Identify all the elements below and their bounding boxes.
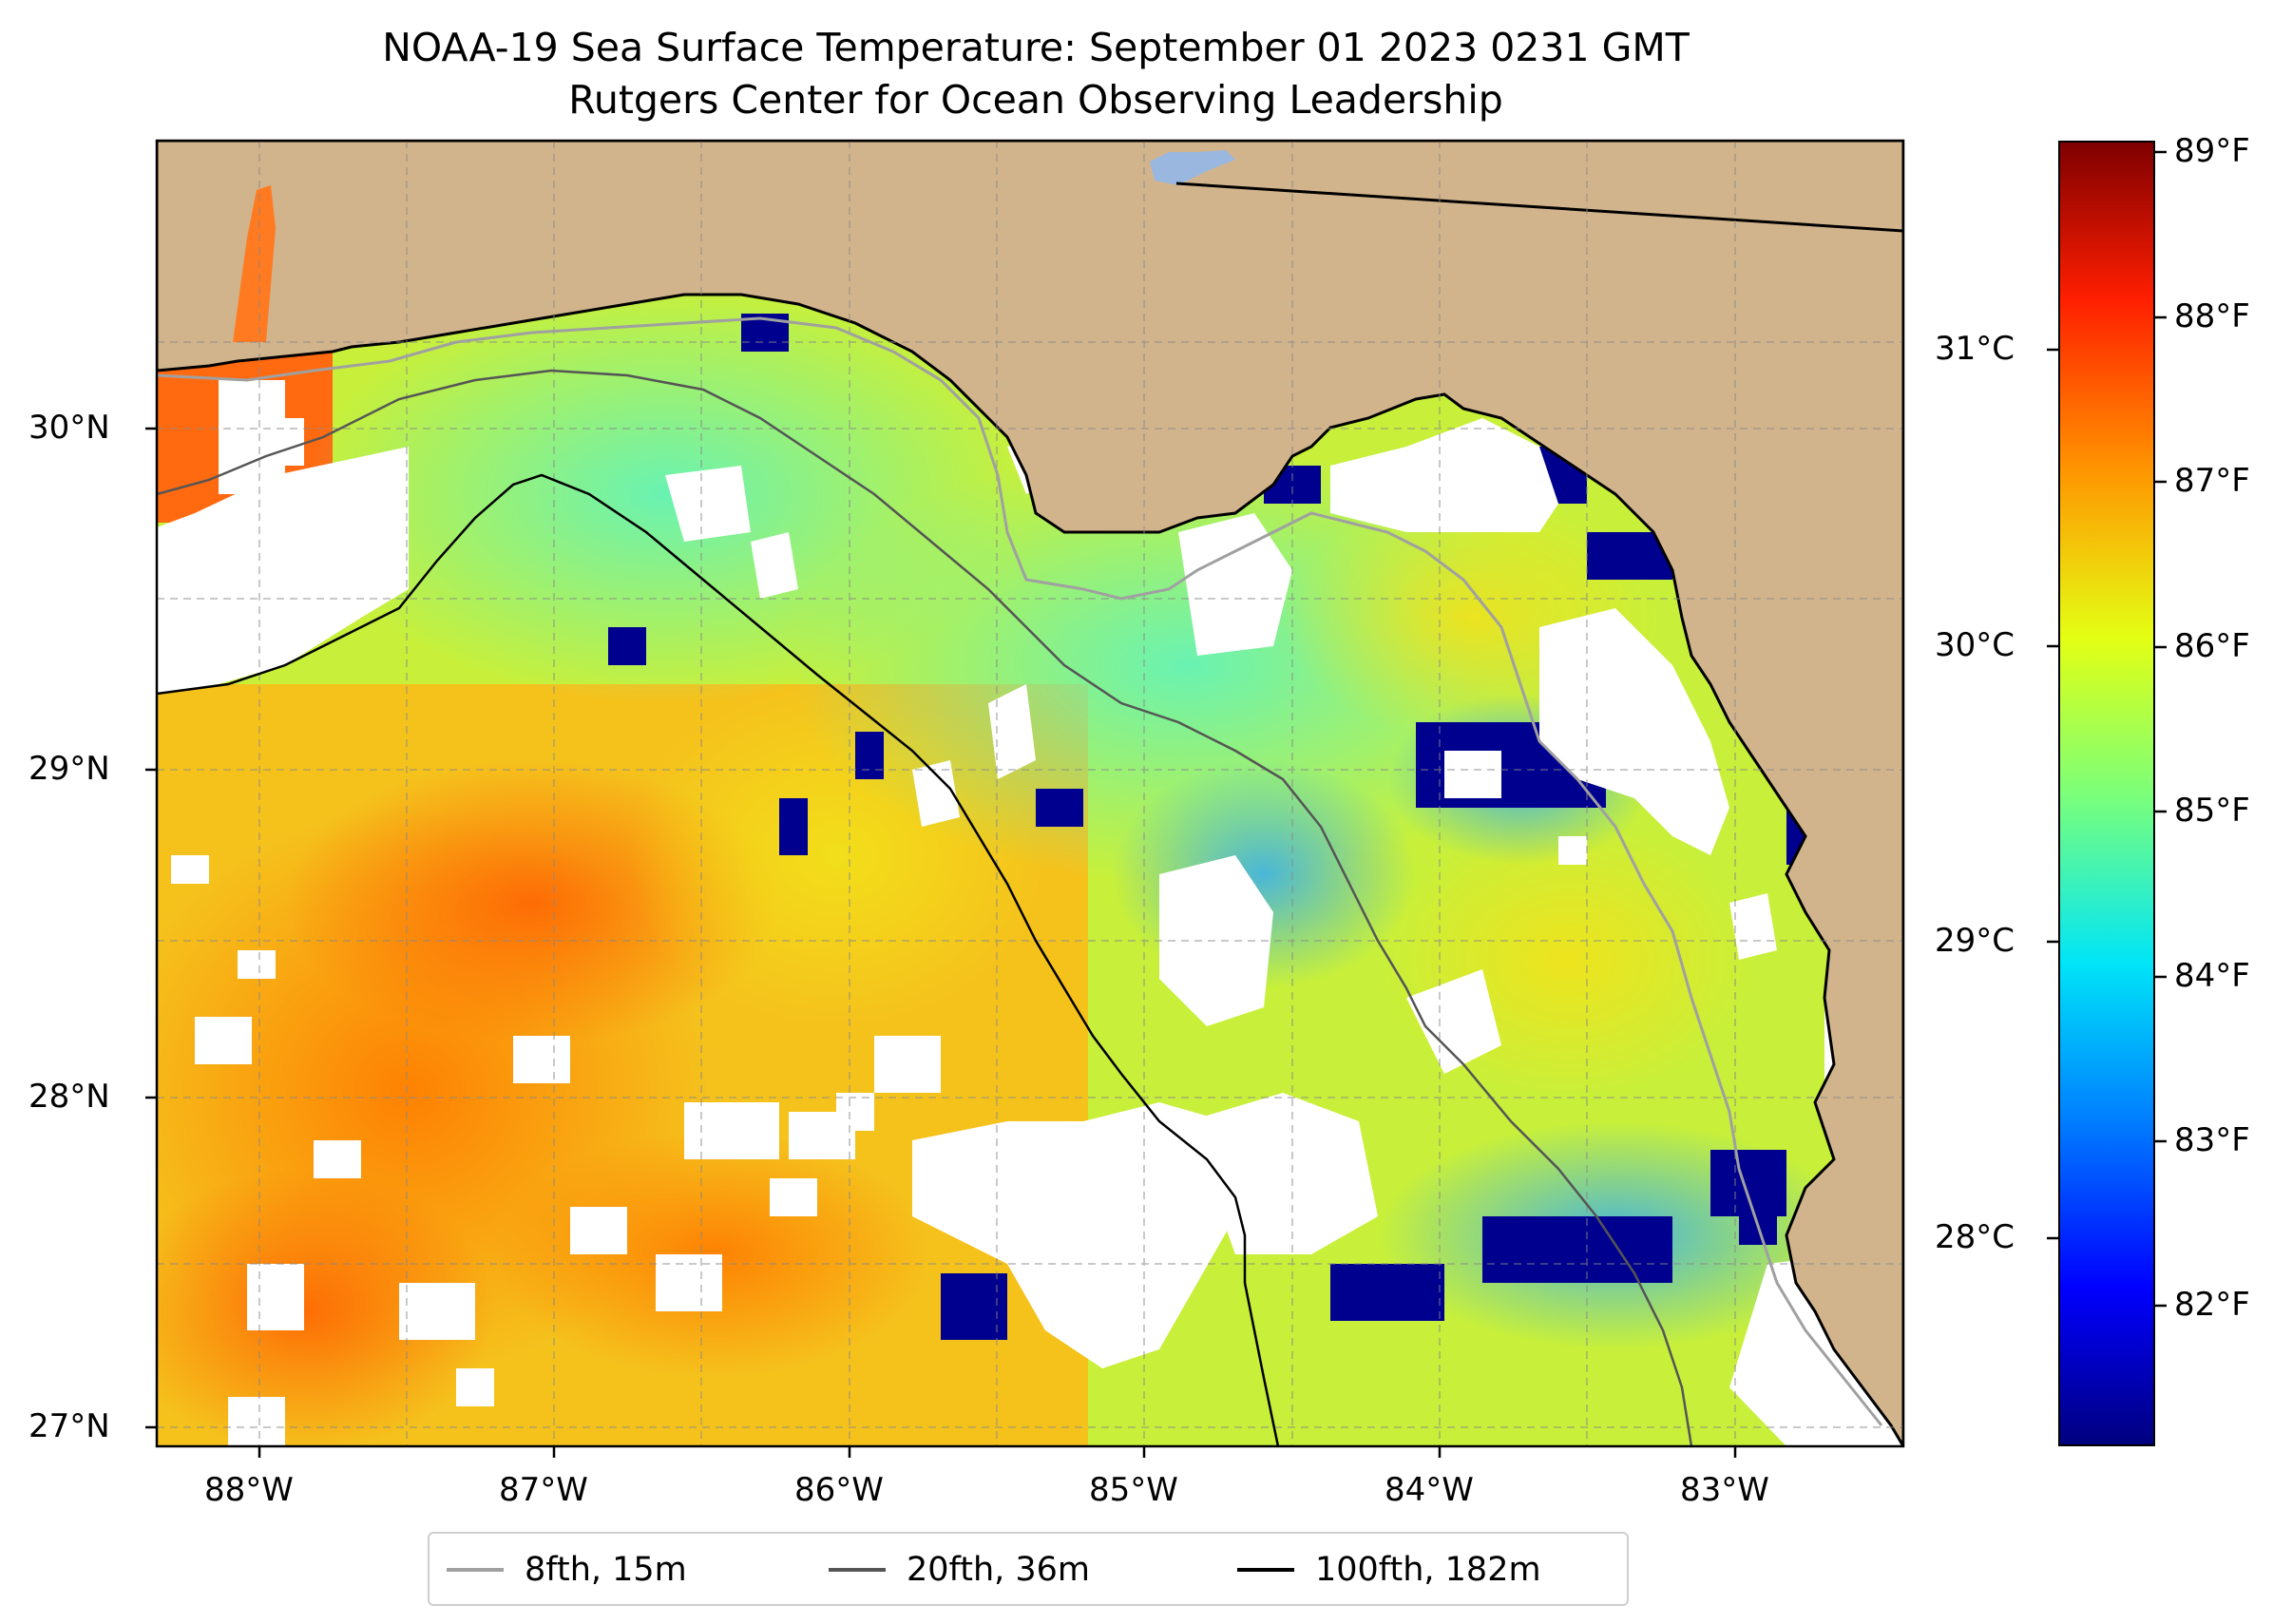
axis-ticks [145,427,1737,1458]
colorbar [2058,141,2155,1446]
colorbar-f-label: 82°F [2174,1286,2250,1324]
colorbar-c-label: 31°C [1935,330,2015,368]
colorbar-f-label: 87°F [2174,462,2250,500]
legend-swatch-15m [447,1568,504,1572]
land-mass [157,141,1903,1446]
legend-item-15m: 8fth, 15m [447,1551,687,1589]
isobath-36m [157,369,1693,1446]
legend-swatch-36m [829,1568,886,1572]
legend-swatch-182m [1237,1568,1294,1572]
colorbar-f-label: 84°F [2174,957,2250,995]
colorbar-c-label: 30°C [1935,626,2015,664]
legend-label-15m: 8fth, 15m [525,1551,687,1589]
legend-item-182m: 100fth, 182m [1237,1551,1541,1589]
colorbar-f-label: 85°F [2174,792,2250,830]
map-title: NOAA-19 Sea Surface Temperature: Septemb… [382,25,1690,70]
legend-item-36m: 20fth, 36m [829,1551,1090,1589]
lon-tick-label: 85°W [1089,1471,1178,1509]
colorbar-f-label: 88°F [2174,297,2250,335]
state-border [1175,182,1903,233]
colorbar-ticks [2047,150,2167,1308]
lon-tick-label: 87°W [499,1471,588,1509]
lon-tick-label: 86°W [794,1471,884,1509]
lat-tick-label: 28°N [29,1078,110,1116]
colorbar-f-label: 86°F [2174,627,2250,665]
isobath-15m [157,316,1883,1426]
colorbar-f-label: 89°F [2174,132,2250,170]
lon-tick-label: 83°W [1680,1471,1769,1509]
lat-tick-label: 30°N [29,409,110,447]
legend-label-182m: 100fth, 182m [1315,1551,1541,1589]
lon-tick-label: 88°W [204,1471,294,1509]
map-subtitle: Rutgers Center for Ocean Observing Leade… [568,77,1503,123]
colorbar-c-label: 29°C [1935,922,2015,960]
isobath-182m [157,473,1280,1446]
lat-tick-label: 29°N [29,750,110,788]
inland-lake [1150,150,1235,185]
isobath-legend: 8fth, 15m 20fth, 36m 100fth, 182m [428,1532,1629,1606]
plot-frame [155,139,1905,1448]
legend-label-36m: 20fth, 36m [907,1551,1091,1589]
colorbar-c-label: 28°C [1935,1218,2015,1256]
map-plot-area [157,141,1903,1446]
lat-tick-label: 27°N [29,1407,110,1445]
gridlines [157,141,1903,1446]
lon-tick-label: 84°W [1385,1471,1474,1509]
colorbar-f-label: 83°F [2174,1121,2250,1159]
